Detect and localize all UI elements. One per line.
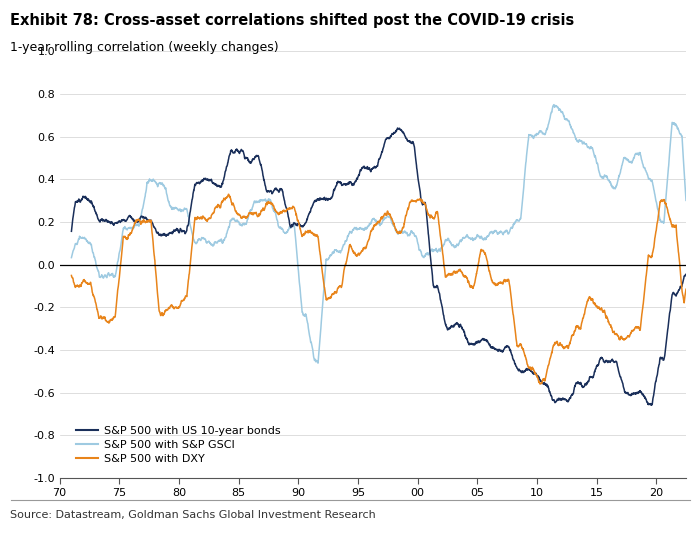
S&P 500 with S&P GSCI <box>167 204 175 210</box>
S&P 500 with DXY <box>67 272 76 279</box>
Line: S&P 500 with DXY: S&P 500 with DXY <box>71 194 686 384</box>
Text: Exhibit 78: Cross-asset correlations shifted post the COVID-19 crisis: Exhibit 78: Cross-asset correlations shi… <box>10 14 575 29</box>
S&P 500 with DXY <box>508 303 517 310</box>
S&P 500 with US 10-year bonds <box>273 187 281 194</box>
S&P 500 with S&P GSCI <box>273 217 281 223</box>
Line: S&P 500 with S&P GSCI: S&P 500 with S&P GSCI <box>71 105 686 363</box>
S&P 500 with S&P GSCI <box>160 184 169 191</box>
S&P 500 with US 10-year bonds <box>393 125 402 131</box>
S&P 500 with S&P GSCI <box>682 197 690 204</box>
S&P 500 with S&P GSCI <box>314 360 322 366</box>
S&P 500 with DXY <box>682 286 690 293</box>
Text: 1-year rolling correlation (weekly changes): 1-year rolling correlation (weekly chang… <box>10 40 279 53</box>
S&P 500 with S&P GSCI <box>169 206 178 212</box>
Line: S&P 500 with US 10-year bonds: S&P 500 with US 10-year bonds <box>71 128 686 405</box>
S&P 500 with DXY <box>160 309 169 315</box>
S&P 500 with DXY <box>505 280 513 286</box>
S&P 500 with US 10-year bonds <box>682 271 690 278</box>
S&P 500 with US 10-year bonds <box>160 232 169 238</box>
S&P 500 with US 10-year bonds <box>67 228 76 234</box>
S&P 500 with US 10-year bonds <box>167 230 175 236</box>
S&P 500 with US 10-year bonds <box>505 345 513 351</box>
S&P 500 with S&P GSCI <box>505 229 513 235</box>
S&P 500 with US 10-year bonds <box>647 402 655 408</box>
S&P 500 with US 10-year bonds <box>508 352 517 359</box>
S&P 500 with US 10-year bonds <box>169 227 178 234</box>
S&P 500 with DXY <box>167 302 175 309</box>
S&P 500 with DXY <box>169 305 178 312</box>
Legend: S&P 500 with US 10-year bonds, S&P 500 with S&P GSCI, S&P 500 with DXY: S&P 500 with US 10-year bonds, S&P 500 w… <box>71 421 285 468</box>
Text: Source: Datastream, Goldman Sachs Global Investment Research: Source: Datastream, Goldman Sachs Global… <box>10 510 377 521</box>
S&P 500 with DXY <box>273 210 281 216</box>
S&P 500 with S&P GSCI <box>67 254 76 261</box>
S&P 500 with S&P GSCI <box>508 225 517 232</box>
S&P 500 with DXY <box>536 381 545 387</box>
S&P 500 with DXY <box>225 191 233 198</box>
S&P 500 with S&P GSCI <box>550 102 558 108</box>
